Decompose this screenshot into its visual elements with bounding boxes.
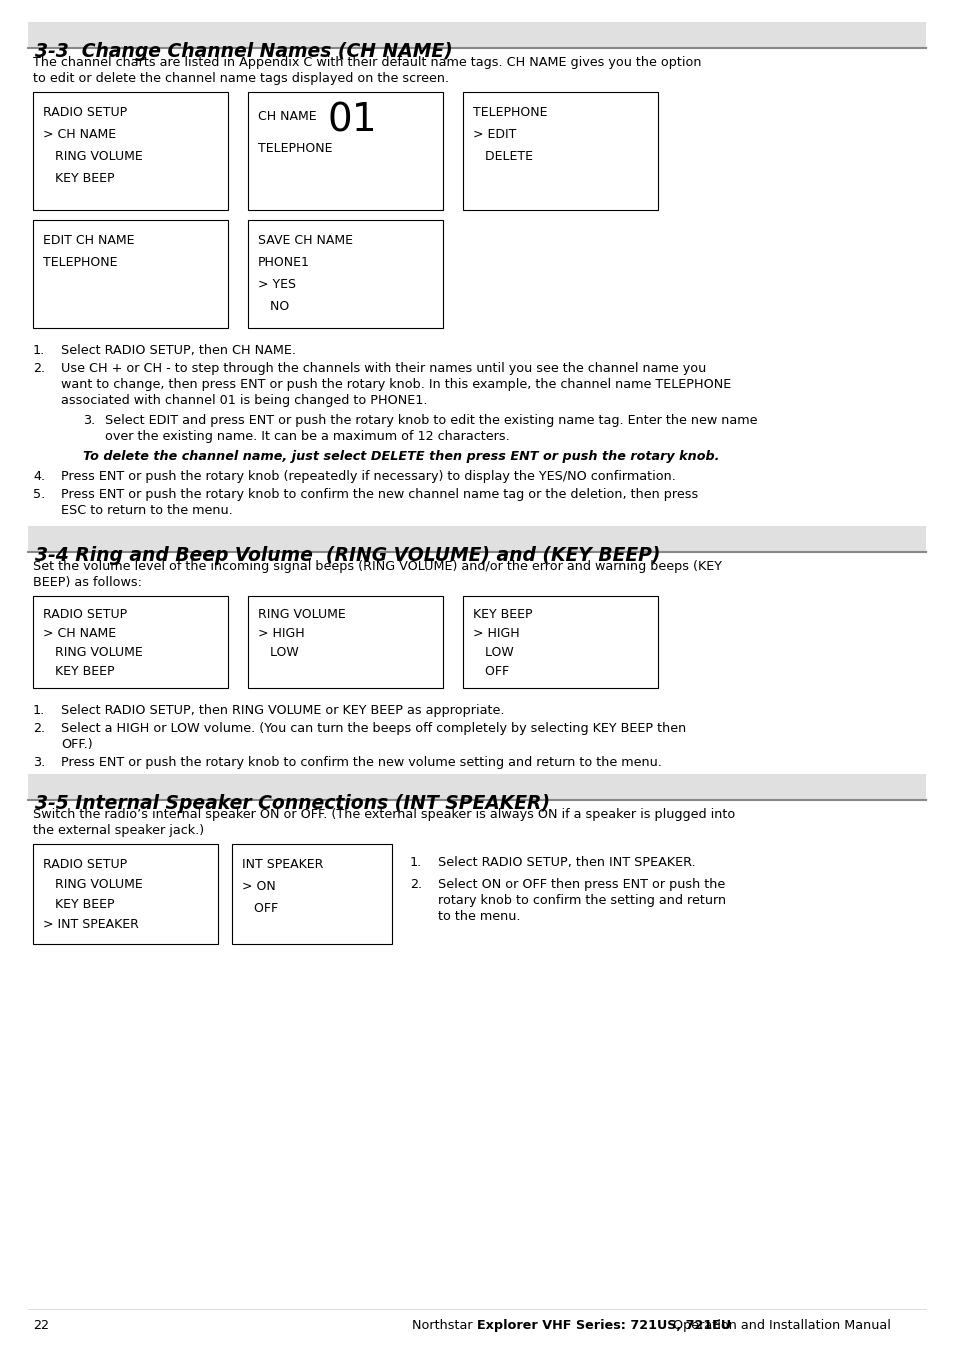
Text: TELEPHONE: TELEPHONE xyxy=(43,256,117,269)
Text: > EDIT: > EDIT xyxy=(473,128,516,141)
Text: Select EDIT and press ENT or push the rotary knob to edit the existing name tag.: Select EDIT and press ENT or push the ro… xyxy=(105,414,757,427)
Text: Switch the radio’s internal speaker ON or OFF. (The external speaker is always O: Switch the radio’s internal speaker ON o… xyxy=(33,808,735,822)
Text: > HIGH: > HIGH xyxy=(473,626,519,640)
Text: LOW: LOW xyxy=(473,647,514,659)
Bar xyxy=(248,92,442,210)
Bar xyxy=(462,595,658,688)
Text: RING VOLUME: RING VOLUME xyxy=(43,150,143,163)
Text: 2.: 2. xyxy=(33,722,45,735)
Text: 4.: 4. xyxy=(33,470,45,484)
Bar xyxy=(28,775,925,800)
Text: ESC to return to the menu.: ESC to return to the menu. xyxy=(61,504,233,517)
Text: 01: 01 xyxy=(328,102,377,140)
Text: 3-3  Change Channel Names (CH NAME): 3-3 Change Channel Names (CH NAME) xyxy=(35,42,453,61)
Text: BEEP) as follows:: BEEP) as follows: xyxy=(33,577,142,589)
Bar xyxy=(33,595,228,688)
Text: 22: 22 xyxy=(33,1319,49,1332)
Text: 3-4 Ring and Beep Volume  (RING VOLUME) and (KEY BEEP): 3-4 Ring and Beep Volume (RING VOLUME) a… xyxy=(35,546,659,564)
Text: 2.: 2. xyxy=(410,878,421,890)
Text: EDIT CH NAME: EDIT CH NAME xyxy=(43,234,134,247)
Text: RING VOLUME: RING VOLUME xyxy=(257,607,345,621)
Text: Northstar: Northstar xyxy=(412,1319,476,1332)
Text: RADIO SETUP: RADIO SETUP xyxy=(43,607,127,621)
Text: 1.: 1. xyxy=(410,855,422,869)
Text: TELEPHONE: TELEPHONE xyxy=(473,106,547,119)
Text: OFF: OFF xyxy=(473,665,509,678)
Bar xyxy=(33,845,218,944)
Text: Press ENT or push the rotary knob to confirm the new channel name tag or the del: Press ENT or push the rotary knob to con… xyxy=(61,488,698,501)
Text: RING VOLUME: RING VOLUME xyxy=(43,878,143,890)
Text: KEY BEEP: KEY BEEP xyxy=(43,172,114,185)
Text: 3-5 Internal Speaker Connections (INT SPEAKER): 3-5 Internal Speaker Connections (INT SP… xyxy=(35,793,550,814)
Text: > CH NAME: > CH NAME xyxy=(43,626,116,640)
Text: > HIGH: > HIGH xyxy=(257,626,304,640)
Text: DELETE: DELETE xyxy=(473,150,533,163)
Text: SAVE CH NAME: SAVE CH NAME xyxy=(257,234,353,247)
Bar xyxy=(33,92,228,210)
Bar xyxy=(462,92,658,210)
Text: > CH NAME: > CH NAME xyxy=(43,128,116,141)
Text: 1.: 1. xyxy=(33,343,45,357)
Text: > YES: > YES xyxy=(257,277,295,291)
Text: Press ENT or push the rotary knob to confirm the new volume setting and return t: Press ENT or push the rotary knob to con… xyxy=(61,756,661,769)
Text: want to change, then press ENT or push the rotary knob. In this example, the cha: want to change, then press ENT or push t… xyxy=(61,379,731,391)
Text: Explorer VHF Series: 721US, 721EU: Explorer VHF Series: 721US, 721EU xyxy=(476,1319,730,1332)
Text: Select a HIGH or LOW volume. (You can turn the beeps off completely by selecting: Select a HIGH or LOW volume. (You can tu… xyxy=(61,722,685,735)
Text: 3.: 3. xyxy=(83,414,95,427)
Text: 2.: 2. xyxy=(33,362,45,374)
Text: OFF: OFF xyxy=(242,902,278,915)
Text: 1.: 1. xyxy=(33,704,45,717)
Text: Select RADIO SETUP, then RING VOLUME or KEY BEEP as appropriate.: Select RADIO SETUP, then RING VOLUME or … xyxy=(61,704,504,717)
Text: The channel charts are listed in Appendix C with their default name tags. CH NAM: The channel charts are listed in Appendi… xyxy=(33,57,700,69)
Text: Select RADIO SETUP, then CH NAME.: Select RADIO SETUP, then CH NAME. xyxy=(61,343,295,357)
Text: KEY BEEP: KEY BEEP xyxy=(43,898,114,911)
Text: OFF.): OFF.) xyxy=(61,738,92,752)
Text: 5.: 5. xyxy=(33,488,45,501)
Text: TELEPHONE: TELEPHONE xyxy=(257,141,333,155)
Text: to the menu.: to the menu. xyxy=(437,911,520,923)
Text: 3.: 3. xyxy=(33,756,45,769)
Bar xyxy=(248,220,442,329)
Text: KEY BEEP: KEY BEEP xyxy=(43,665,114,678)
Text: Operation and Installation Manual: Operation and Installation Manual xyxy=(668,1319,890,1332)
Text: rotary knob to confirm the setting and return: rotary knob to confirm the setting and r… xyxy=(437,894,725,907)
Bar xyxy=(28,525,925,552)
Text: RING VOLUME: RING VOLUME xyxy=(43,647,143,659)
Text: to edit or delete the channel name tags displayed on the screen.: to edit or delete the channel name tags … xyxy=(33,71,449,85)
Text: the external speaker jack.): the external speaker jack.) xyxy=(33,824,204,836)
Text: Use CH + or CH - to step through the channels with their names until you see the: Use CH + or CH - to step through the cha… xyxy=(61,362,705,374)
Text: KEY BEEP: KEY BEEP xyxy=(473,607,532,621)
Text: NO: NO xyxy=(257,300,289,313)
Text: RADIO SETUP: RADIO SETUP xyxy=(43,858,127,872)
Text: associated with channel 01 is being changed to PHONE1.: associated with channel 01 is being chan… xyxy=(61,395,427,407)
Text: RADIO SETUP: RADIO SETUP xyxy=(43,106,127,119)
Text: Set the volume level of the incoming signal beeps (RING VOLUME) and/or the error: Set the volume level of the incoming sig… xyxy=(33,560,721,572)
Text: > ON: > ON xyxy=(242,880,275,893)
Bar xyxy=(248,595,442,688)
Text: > INT SPEAKER: > INT SPEAKER xyxy=(43,919,139,931)
Text: Select ON or OFF then press ENT or push the: Select ON or OFF then press ENT or push … xyxy=(437,878,724,890)
Text: Press ENT or push the rotary knob (repeatedly if necessary) to display the YES/N: Press ENT or push the rotary knob (repea… xyxy=(61,470,675,484)
Text: Select RADIO SETUP, then INT SPEAKER.: Select RADIO SETUP, then INT SPEAKER. xyxy=(437,855,695,869)
Text: To delete the channel name, just select DELETE then press ENT or push the rotary: To delete the channel name, just select … xyxy=(83,450,719,463)
Text: CH NAME: CH NAME xyxy=(257,110,316,123)
Bar xyxy=(232,845,392,944)
Bar xyxy=(33,220,228,329)
Bar xyxy=(28,22,925,48)
Text: LOW: LOW xyxy=(257,647,298,659)
Text: INT SPEAKER: INT SPEAKER xyxy=(242,858,323,872)
Text: over the existing name. It can be a maximum of 12 characters.: over the existing name. It can be a maxi… xyxy=(105,430,509,443)
Text: PHONE1: PHONE1 xyxy=(257,256,310,269)
